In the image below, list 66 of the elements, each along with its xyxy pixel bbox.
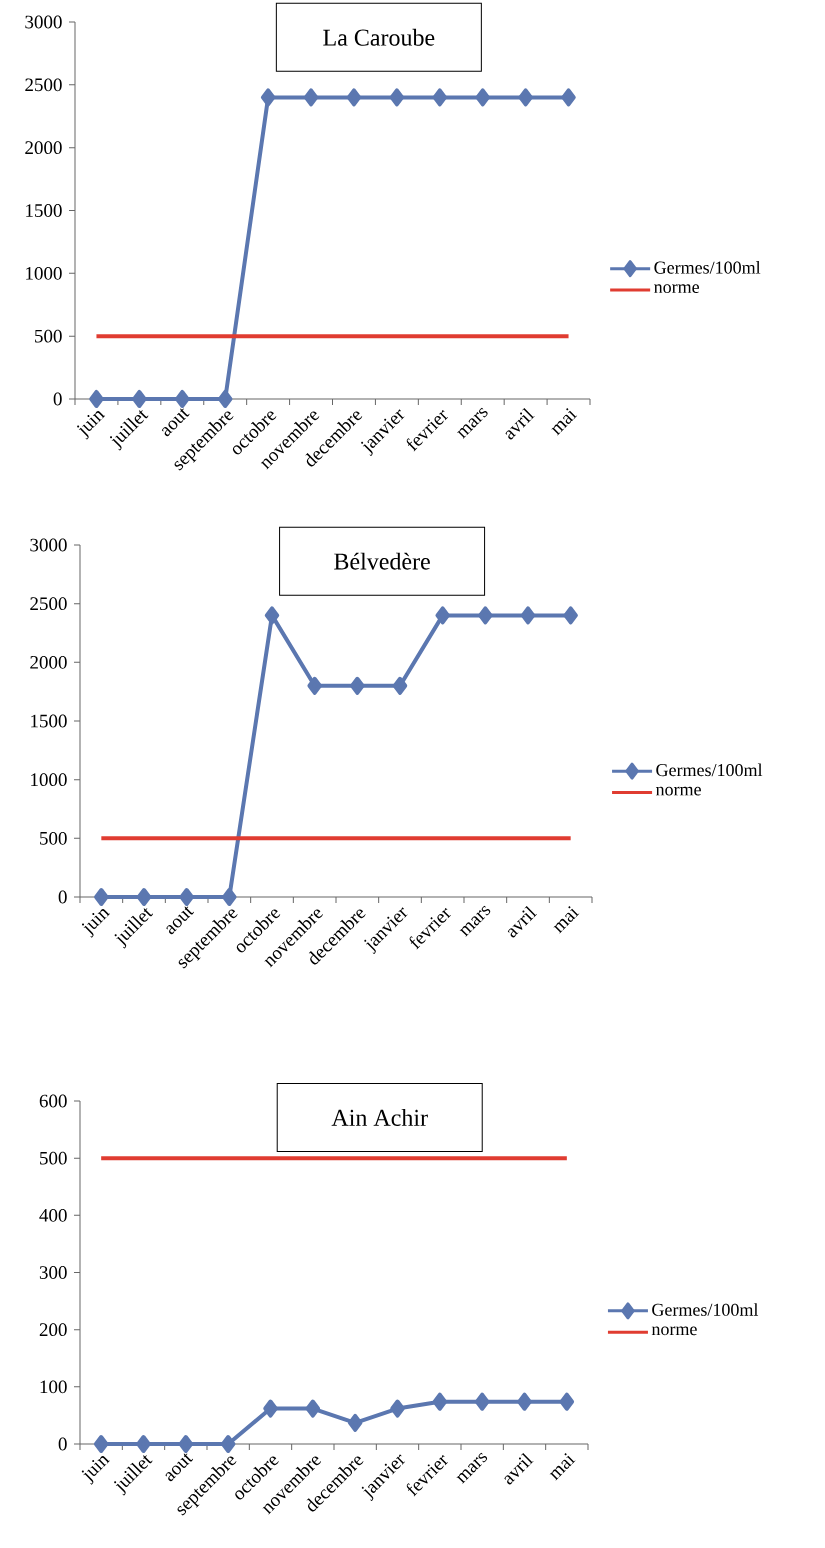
x-tick-label: mai [549,1453,576,1481]
y-tick-label: 300 [39,1266,67,1279]
y-tick-label: 1000 [26,266,62,280]
legend-label: Germes/100ml [652,1303,759,1316]
x-tick-label: juin [81,1456,110,1485]
point [432,1392,448,1411]
y-tick-label: 500 [40,831,67,845]
x-tick-label: avril [504,1453,534,1485]
legend-label: Germes/100ml [656,763,763,777]
y-tick-label: 1000 [31,773,67,787]
x-tick-label: avril [507,906,538,938]
legend-label: norme [654,284,700,293]
y-tick-label: 3000 [25,15,62,29]
y-tick-label: 500 [35,329,62,343]
point [350,676,365,695]
point [347,1413,363,1432]
point [136,1435,151,1453]
x-tick-label: mai [553,906,580,934]
point [307,676,322,695]
chart-title: La Caroube [323,28,435,46]
x-tick-label: juin [82,909,111,938]
x-tick-label: mai [551,408,578,436]
x-tick-label: mars [456,1452,488,1484]
x-tick-label: avril [505,408,535,440]
point [474,1392,490,1411]
y-tick-label: 1500 [26,204,62,217]
chart-title: Bélvedère [334,552,430,570]
y-tick-label: 0 [53,392,62,406]
y-tick-label: 400 [39,1208,67,1222]
point [435,606,450,625]
y-tick-label: 2500 [30,597,67,611]
y-tick-label: 1500 [31,714,67,728]
point [520,606,536,625]
point [179,887,194,906]
y-tick-label: 0 [58,890,67,904]
point [390,1399,405,1418]
chart-title: Ain Achir [331,1109,428,1126]
y-tick-label: 2000 [30,655,67,669]
y-tick-label: 3000 [30,538,67,552]
y-tick-label: 500 [40,1151,67,1165]
x-tick-label: juin [77,411,106,440]
y-tick-label: 200 [39,1323,67,1337]
point [305,1399,321,1418]
x-tick-label: mars [459,905,491,937]
legend-label: norme [651,1326,697,1336]
y-tick-label: 600 [39,1094,67,1108]
y-tick-label: 100 [40,1380,67,1394]
y-tick-label: 2000 [25,141,62,155]
point [94,887,109,906]
point [392,676,408,695]
point [559,1392,575,1411]
point [178,1435,194,1453]
point [93,1435,109,1453]
legend-label: norme [655,786,701,796]
y-tick-label: 2500 [25,78,62,92]
point [264,606,280,625]
point [136,887,152,906]
point [263,1399,278,1418]
point [220,1435,236,1453]
point [563,606,578,625]
point [222,887,237,906]
x-tick-label: mars [457,407,488,439]
point [478,606,493,625]
y-tick-label: 0 [58,1437,67,1451]
point [517,1392,532,1411]
legend-label: Germes/100ml [654,261,761,274]
